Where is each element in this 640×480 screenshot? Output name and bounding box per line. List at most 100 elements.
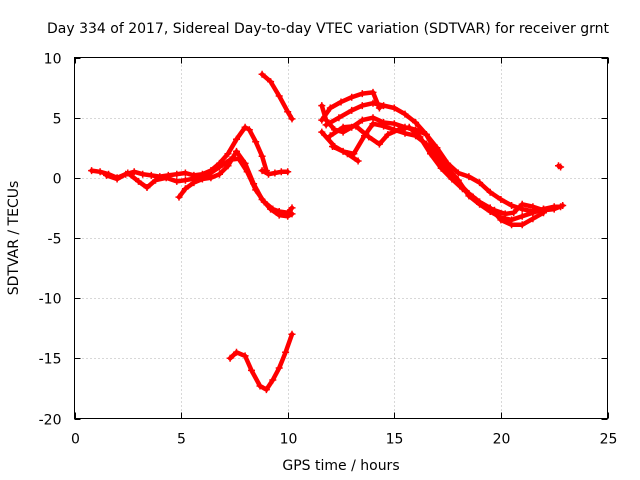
data-point [216, 170, 223, 178]
data-point [265, 170, 272, 178]
grid [74, 57, 608, 419]
data-point [152, 176, 159, 184]
data-point [275, 92, 283, 100]
data-point [267, 78, 275, 86]
y-tick-label: -5 [48, 232, 62, 248]
y-tick-label: 0 [53, 172, 62, 188]
data-point [422, 140, 430, 148]
x-tick-label: 10 [280, 432, 298, 448]
data-point [348, 93, 356, 101]
data-point [508, 202, 516, 209]
data-point [284, 168, 292, 176]
data-point [329, 143, 336, 150]
data-point [198, 175, 206, 183]
series-track-12 [329, 120, 547, 229]
series-track-9 [318, 128, 362, 165]
data-point [529, 215, 537, 223]
data-point [390, 104, 398, 112]
data-point [256, 382, 264, 390]
data-point [486, 204, 494, 212]
data-point [233, 348, 240, 356]
x-axis-label: GPS time / hours [282, 458, 399, 474]
data-point [135, 177, 142, 185]
data-point [190, 179, 198, 187]
data-point [258, 196, 266, 203]
data-point [508, 221, 516, 229]
data-point [284, 212, 292, 220]
data-point [143, 184, 151, 191]
data-point [454, 169, 462, 177]
data-point [501, 210, 509, 218]
series-track-3 [175, 147, 296, 220]
series-trace [227, 332, 295, 392]
series-track-8 [318, 88, 383, 124]
series-trace [89, 125, 269, 181]
data-point [326, 104, 334, 112]
data-point [358, 102, 366, 110]
data-point [390, 126, 398, 134]
data-point [181, 169, 189, 177]
data-point [518, 221, 526, 229]
series-track-5 [258, 70, 296, 123]
y-axis-label: SDTVAR / TECUs [6, 181, 22, 296]
data-point [216, 163, 223, 171]
data-point [412, 119, 420, 126]
plot-frame [74, 57, 608, 419]
y-tick-label: -15 [39, 352, 62, 368]
data-point [352, 122, 360, 130]
data-point [412, 132, 420, 140]
data-point [476, 198, 484, 206]
data-point [405, 123, 413, 131]
data-point [369, 99, 377, 107]
x-tick-label: 25 [600, 432, 618, 448]
data-point [444, 167, 452, 175]
data-point [181, 185, 189, 193]
x-tick-label: 5 [177, 432, 186, 448]
data-point [318, 128, 326, 136]
data-point [550, 205, 558, 213]
data-point [337, 98, 345, 106]
data-point [226, 354, 234, 362]
data-point [454, 179, 462, 187]
data-point [288, 115, 296, 123]
data-point [361, 132, 368, 140]
data-point [288, 210, 296, 218]
data-point [326, 132, 334, 140]
data-point [282, 348, 290, 356]
data-point [233, 135, 240, 143]
series-track-1 [88, 123, 270, 182]
data-point [339, 123, 347, 131]
data-point [258, 167, 266, 175]
chart-title: Day 334 of 2017, Sidereal Day-to-day VTE… [47, 21, 609, 37]
data-point [241, 352, 249, 360]
x-tick-label: 0 [71, 432, 80, 448]
data-point [224, 150, 232, 158]
y-tick-label: 10 [44, 52, 62, 68]
series-track-13 [555, 162, 565, 171]
data-point [433, 153, 441, 161]
data-point [130, 168, 138, 176]
data-point [369, 88, 377, 96]
data-point [275, 211, 283, 219]
data-point [103, 171, 110, 179]
data-point [380, 122, 388, 130]
data-point [250, 180, 258, 188]
data-point [497, 216, 505, 224]
series-track-4 [258, 167, 292, 178]
data-point [267, 205, 275, 213]
data-point [173, 170, 181, 178]
data-point [339, 147, 347, 155]
data-point [354, 157, 362, 165]
y-tick-label: -10 [39, 292, 62, 308]
data-point [465, 173, 473, 181]
data-point [88, 167, 96, 175]
data-series [88, 70, 567, 394]
data-point [241, 159, 249, 167]
data-point [175, 193, 183, 201]
data-point [262, 386, 270, 394]
data-point [510, 209, 518, 217]
data-point [529, 203, 537, 211]
data-point [233, 147, 240, 155]
data-point [284, 108, 292, 116]
